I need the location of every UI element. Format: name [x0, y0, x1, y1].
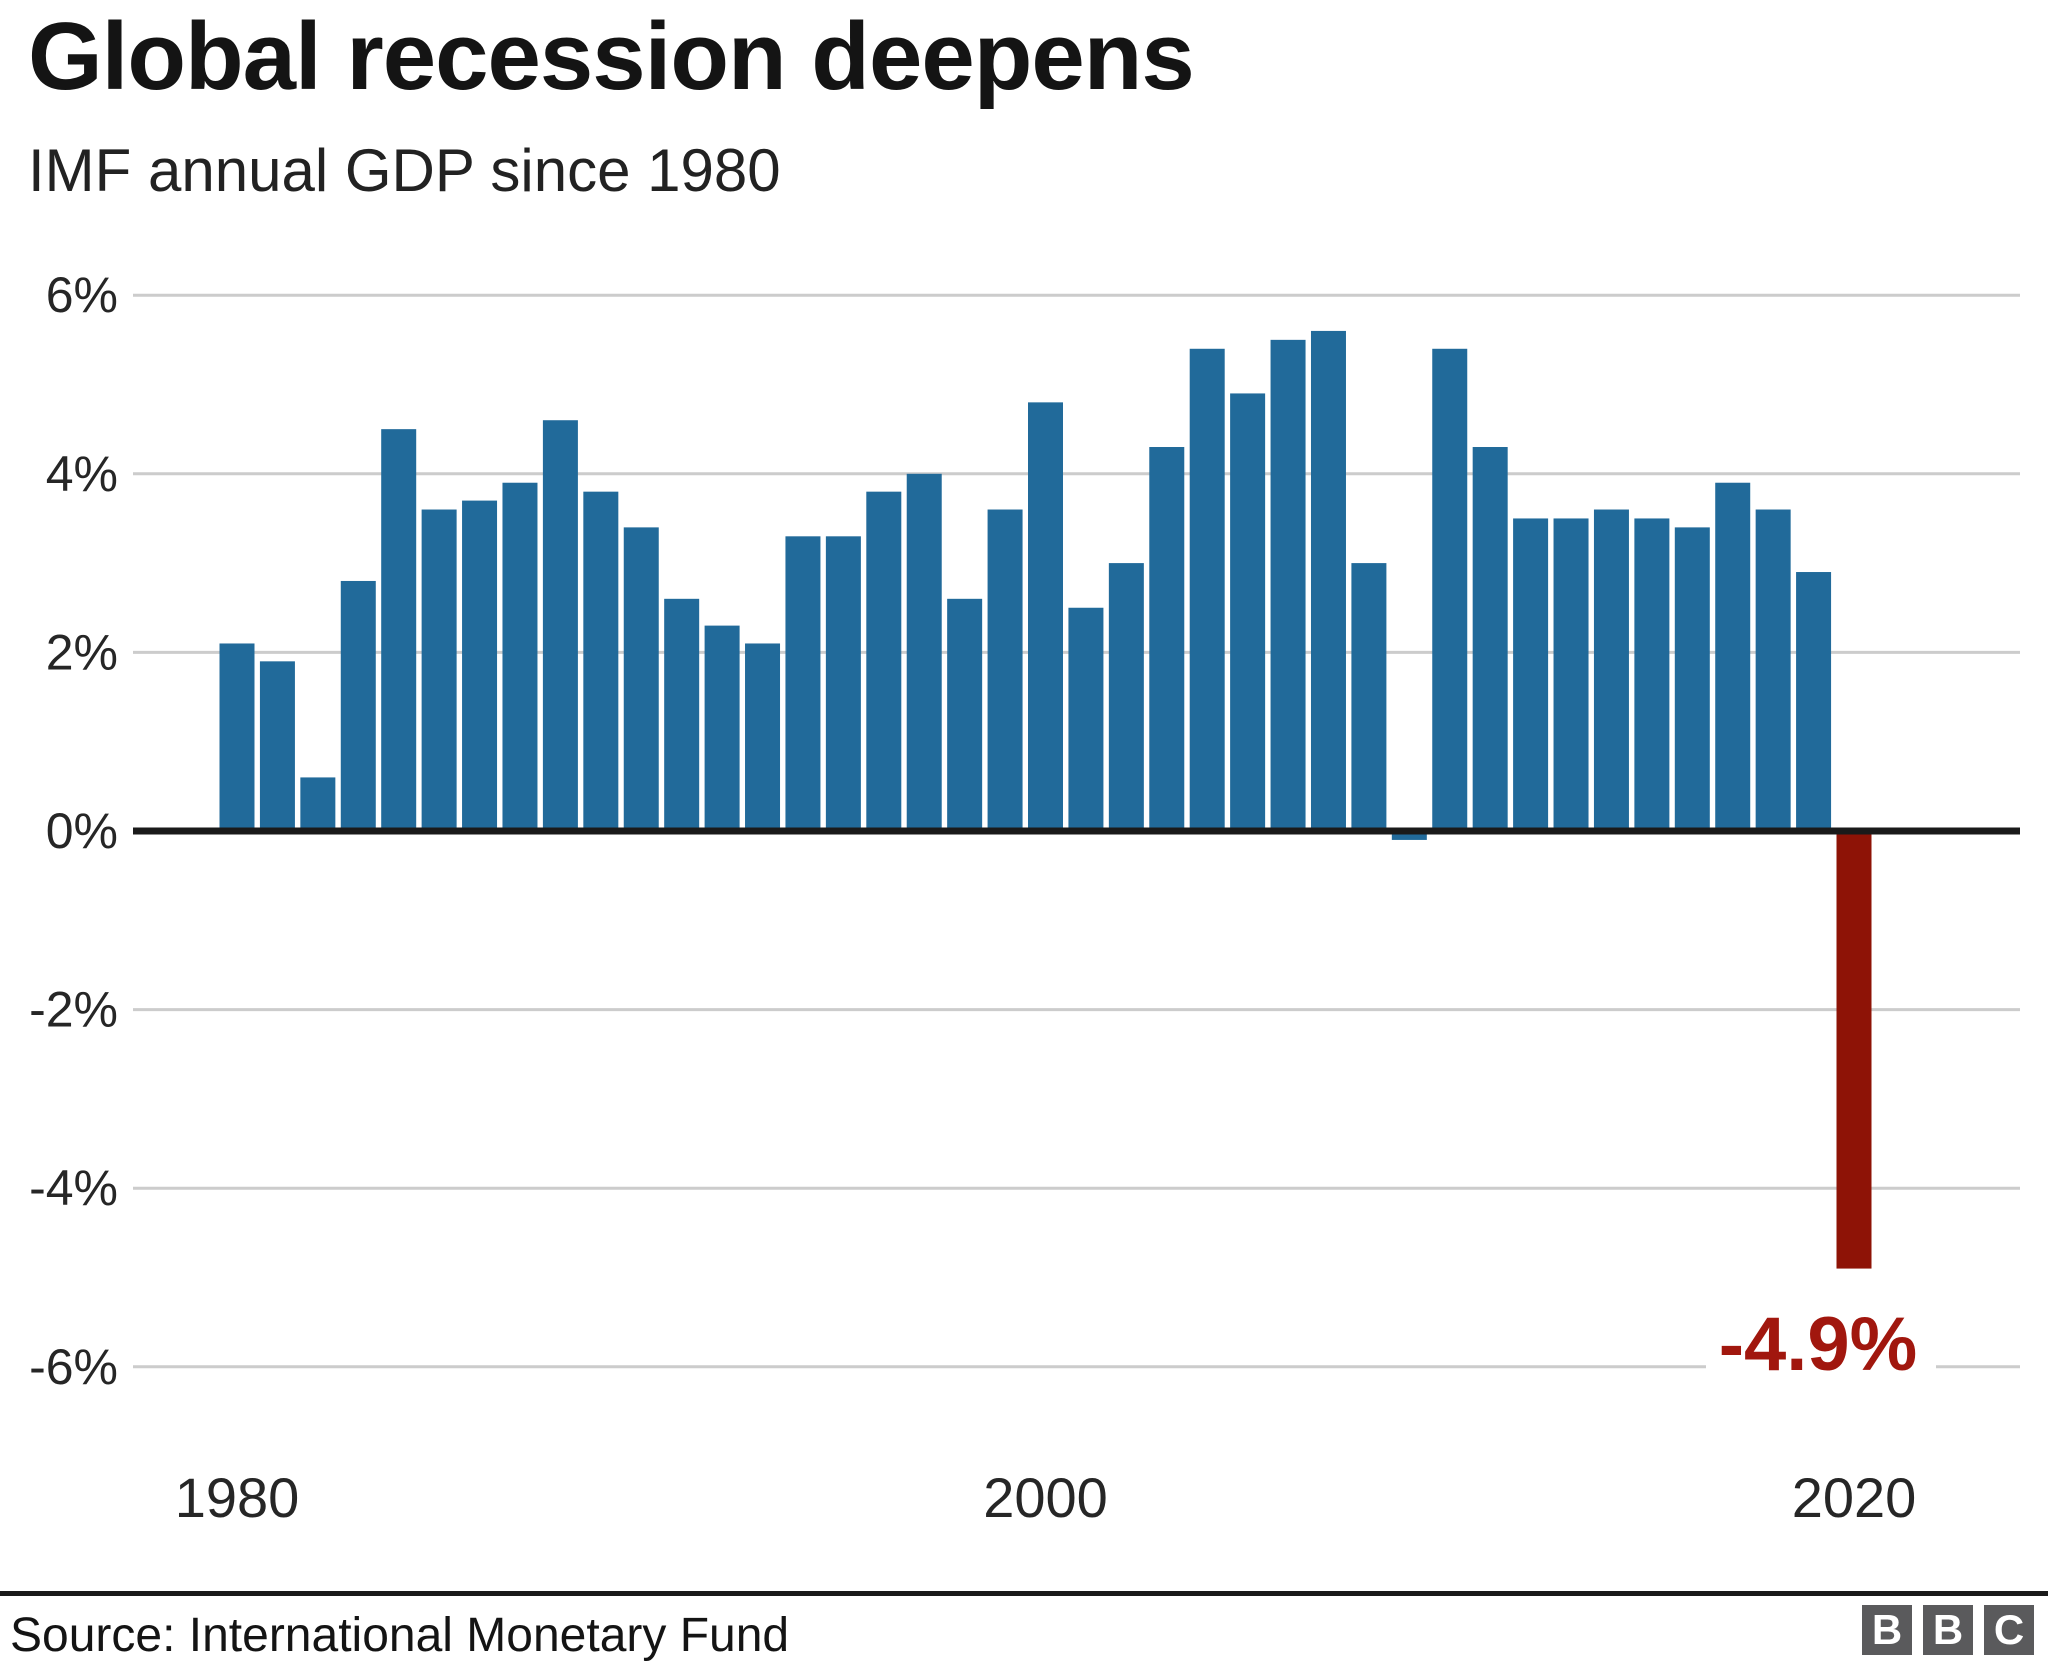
bar-1998: [947, 598, 983, 831]
bar-2005: [1230, 393, 1266, 831]
bar-1988: [542, 420, 578, 831]
y-axis-tick-label-4: 4%: [46, 446, 118, 502]
bar-2006: [1270, 339, 1306, 831]
bar-2009: [1391, 831, 1427, 840]
bar-2019: [1796, 572, 1832, 831]
bbc-logo-letter-b1: B: [1862, 1605, 1912, 1655]
bbc-logo-letter-c: C: [1984, 1605, 2034, 1655]
bar-2018: [1755, 509, 1791, 831]
bar-2016: [1674, 527, 1710, 831]
bar-1994: [785, 536, 821, 831]
annotation-value-label: -4.9%: [1719, 1302, 1918, 1387]
bar-1984: [381, 429, 417, 831]
bar-1982: [300, 777, 336, 831]
bar-2015: [1634, 518, 1670, 831]
y-axis-tick-label--4: -4%: [29, 1160, 118, 1216]
bar-1995: [825, 536, 861, 831]
bar-1987: [502, 482, 538, 831]
x-axis-tick-label-1980: 1980: [175, 1466, 300, 1529]
y-axis-tick-label-6: 6%: [46, 267, 118, 323]
bar-1993: [745, 643, 781, 831]
y-axis-tick-label--6: -6%: [29, 1339, 118, 1395]
y-axis-tick-label-0: 0%: [46, 803, 118, 859]
bar-2000: [1028, 402, 1063, 831]
bar-2004: [1189, 348, 1225, 831]
bar-2014: [1593, 509, 1629, 831]
bar-1989: [583, 491, 619, 831]
bar-2017: [1715, 482, 1751, 831]
bbc-logo: B B C: [1862, 1605, 2034, 1655]
bar-2013: [1553, 518, 1589, 831]
bar-2003: [1149, 447, 1185, 831]
bar-1990: [623, 527, 659, 831]
bar-1986: [462, 500, 498, 831]
bar-2010: [1432, 348, 1468, 831]
x-axis-tick-label-2020: 2020: [1792, 1466, 1917, 1529]
bar-1992: [704, 625, 740, 831]
bar-2011: [1472, 447, 1508, 831]
source-attribution: Source: International Monetary Fund: [10, 1609, 790, 1662]
y-axis-tick-label-2: 2%: [46, 624, 118, 680]
x-axis-tick-label-2000: 2000: [983, 1466, 1108, 1529]
bar-1981: [259, 661, 295, 831]
page-title: Global recession deepens: [28, 3, 1195, 110]
annotation-backdrop: [1706, 1332, 1936, 1382]
bar-1991: [664, 598, 700, 831]
footer-divider: [0, 1591, 2048, 1596]
bar-1996: [866, 491, 902, 831]
bar-2012: [1513, 518, 1549, 831]
bar-2020: [1836, 831, 1872, 1269]
bar-1997: [906, 473, 942, 831]
y-axis-tick-label--2: -2%: [29, 982, 118, 1038]
bar-2002: [1108, 563, 1144, 831]
page-subtitle: IMF annual GDP since 1980: [28, 137, 781, 204]
bar-1999: [987, 509, 1023, 831]
bar-1983: [340, 580, 376, 831]
bar-1980: [219, 643, 255, 831]
bar-2008: [1351, 563, 1387, 831]
bar-2001: [1068, 607, 1104, 831]
bar-1985: [421, 509, 457, 831]
bar-2007: [1310, 330, 1346, 831]
bbc-logo-letter-b2: B: [1923, 1605, 1973, 1655]
